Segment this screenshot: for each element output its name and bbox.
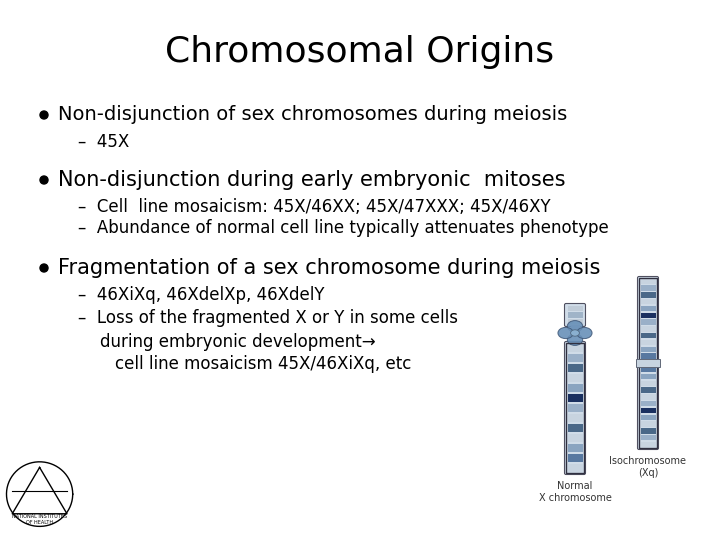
Text: Normal
X chromosome: Normal X chromosome <box>539 481 611 503</box>
Bar <box>567 403 582 411</box>
Bar <box>567 354 582 362</box>
Text: –  Cell  line mosaicism: 45X/46XX; 45X/47XXX; 45X/46XY: – Cell line mosaicism: 45X/46XX; 45X/47X… <box>78 198 551 216</box>
Text: Fragmentation of a sex chromosome during meiosis: Fragmentation of a sex chromosome during… <box>58 258 600 278</box>
Bar <box>641 401 655 407</box>
Bar <box>567 423 582 431</box>
Bar <box>641 408 655 413</box>
Bar <box>567 443 582 451</box>
Bar <box>641 428 655 434</box>
Bar <box>570 325 580 333</box>
Text: Isochromosome
(Xq): Isochromosome (Xq) <box>610 456 686 477</box>
Text: Non-disjunction of sex chromosomes during meiosis: Non-disjunction of sex chromosomes durin… <box>58 105 567 125</box>
Ellipse shape <box>567 334 582 346</box>
Bar <box>641 292 655 298</box>
FancyBboxPatch shape <box>564 303 585 327</box>
Bar <box>641 306 655 311</box>
Bar <box>641 421 655 427</box>
Text: Chromosomal Origins: Chromosomal Origins <box>166 35 554 69</box>
Text: –  45X: – 45X <box>78 133 130 151</box>
Bar <box>567 383 582 392</box>
Bar <box>567 319 582 325</box>
Bar <box>567 454 582 462</box>
Bar <box>641 319 655 325</box>
Text: Non-disjunction during early embryonic  mitoses: Non-disjunction during early embryonic m… <box>58 170 565 190</box>
Bar <box>567 374 582 382</box>
Bar <box>641 326 655 332</box>
Bar <box>641 387 655 393</box>
Text: –  46XiXq, 46XdelXp, 46XdelY: – 46XiXq, 46XdelXp, 46XdelY <box>78 286 325 304</box>
Text: NATIONAL INSTITUTES
OF HEALTH: NATIONAL INSTITUTES OF HEALTH <box>12 514 67 525</box>
Text: –  Loss of the fragmented X or Y in some cells: – Loss of the fragmented X or Y in some … <box>78 309 458 327</box>
Bar <box>567 394 582 402</box>
Bar <box>641 442 655 447</box>
Bar <box>641 279 655 284</box>
Bar <box>567 343 582 352</box>
Text: during embryonic development→: during embryonic development→ <box>100 333 376 351</box>
Text: –  Abundance of normal cell line typically attenuates phenotype: – Abundance of normal cell line typicall… <box>78 219 608 237</box>
Bar <box>641 285 655 291</box>
Bar <box>641 367 655 373</box>
Ellipse shape <box>558 327 573 339</box>
Bar <box>641 360 655 366</box>
Bar <box>641 415 655 420</box>
Bar <box>636 359 660 367</box>
Bar <box>641 333 655 339</box>
Bar <box>567 312 582 318</box>
Ellipse shape <box>571 330 580 336</box>
Bar <box>567 363 582 372</box>
Bar <box>641 313 655 318</box>
Bar <box>641 381 655 386</box>
Ellipse shape <box>567 321 582 332</box>
Bar <box>567 463 582 472</box>
Bar <box>641 299 655 305</box>
Bar <box>641 347 655 352</box>
Bar <box>641 374 655 379</box>
Bar <box>641 435 655 441</box>
Circle shape <box>40 264 48 272</box>
Bar <box>567 434 582 442</box>
Bar <box>567 306 582 311</box>
FancyBboxPatch shape <box>564 341 585 475</box>
Bar <box>641 394 655 400</box>
Text: cell line mosaicism 45X/46XiXq, etc: cell line mosaicism 45X/46XiXq, etc <box>115 355 411 373</box>
Bar <box>641 340 655 345</box>
Circle shape <box>40 111 48 119</box>
Ellipse shape <box>577 327 592 339</box>
FancyBboxPatch shape <box>637 276 659 449</box>
Bar <box>567 414 582 422</box>
Circle shape <box>40 176 48 184</box>
Bar <box>641 353 655 359</box>
